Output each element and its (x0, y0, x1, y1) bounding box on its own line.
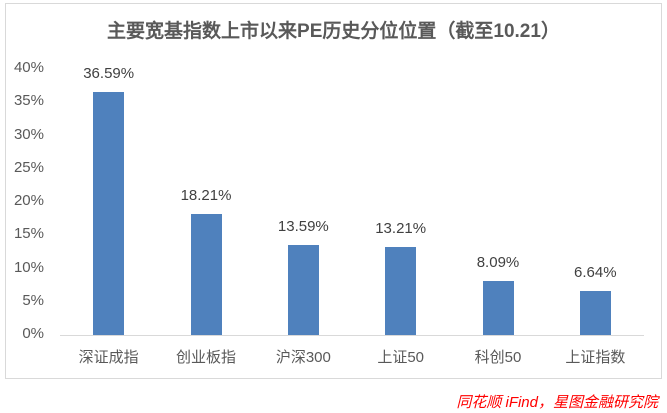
y-tick-label: 30% (13, 125, 44, 143)
y-tick-label: 15% (13, 225, 44, 243)
bar-科创50 (482, 281, 514, 335)
x-category-label: 科创50 (474, 349, 522, 366)
x-category-label: 上证指数 (565, 349, 626, 366)
y-tick-label: 10% (13, 258, 44, 276)
y-tick-label: 0% (22, 325, 44, 342)
chart-title: 主要宽基指数上市以来PE历史分位位置（截至10.21） (107, 20, 560, 42)
y-tick-label: 25% (13, 158, 44, 176)
x-category-label: 深证成指 (78, 349, 139, 366)
bar-创业板指 (190, 213, 222, 335)
y-tick-label: 5% (22, 291, 44, 309)
bar-沪深300 (287, 244, 319, 335)
x-category-label: 沪深300 (275, 349, 331, 366)
data-label: 8.09% (476, 254, 520, 272)
data-label: 13.21% (375, 220, 427, 238)
data-label: 6.64% (574, 263, 617, 281)
data-label: 13.59% (277, 217, 329, 235)
data-label: 36.59% (83, 64, 135, 82)
x-category-label: 上证50 (377, 349, 424, 366)
x-category-label: 创业板指 (175, 349, 236, 366)
y-tick-label: 20% (13, 192, 44, 209)
bar-深证成指 (93, 91, 125, 335)
y-tick-label: 40% (13, 59, 44, 76)
source-note: 同花顺 iFind，星图金融研究院 (456, 394, 658, 411)
bar-上证50 (385, 247, 417, 335)
x-axis-line (60, 335, 644, 336)
y-tick-label: 35% (13, 92, 44, 110)
bar-上证指数 (579, 290, 611, 335)
data-label: 18.21% (180, 186, 232, 204)
